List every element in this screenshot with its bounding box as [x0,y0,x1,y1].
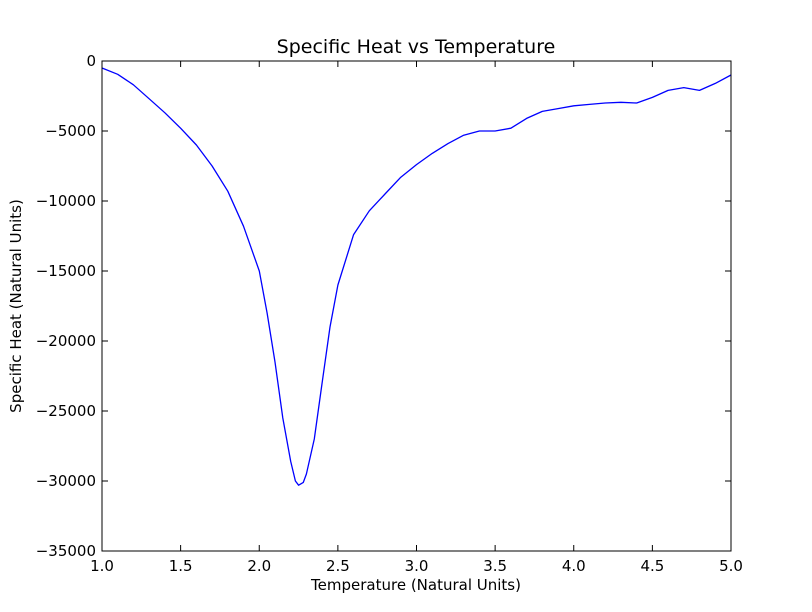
tick-layer: 1.0 1.5 2.0 2.5 3.0 3.5 4.0 4.5 5.0 0 −5000 −10000 −… [36,52,743,575]
x-tick-label: 1.5 [169,557,193,575]
x-tick-label: 4.5 [640,557,664,575]
x-tick-label: 1.0 [90,557,114,575]
y-tick-label: 0 [86,52,96,70]
y-axis-label: Specific Heat (Natural Units) [7,199,25,413]
y-tick-label: −35000 [36,542,96,560]
chart-title: Specific Heat vs Temperature [277,36,556,58]
y-tick-label: −15000 [36,262,96,280]
x-tick-label: 2.0 [247,557,271,575]
x-tick-label: 4.0 [562,557,586,575]
y-tick-label: −20000 [36,332,96,350]
x-tick-label: 3.5 [483,557,507,575]
x-axis-label: Temperature (Natural Units) [310,576,521,594]
y-tick-label: −25000 [36,402,96,420]
plot-background [102,61,731,551]
plot-frame [101,60,732,552]
y-tick-label: −10000 [36,192,96,210]
y-tick-label: −30000 [36,472,96,490]
x-tick-label: 2.5 [326,557,350,575]
series-line [101,67,732,486]
x-tick-label: 3.0 [405,557,429,575]
x-tick-label: 5.0 [719,557,743,575]
y-tick-label: −5000 [45,122,96,140]
